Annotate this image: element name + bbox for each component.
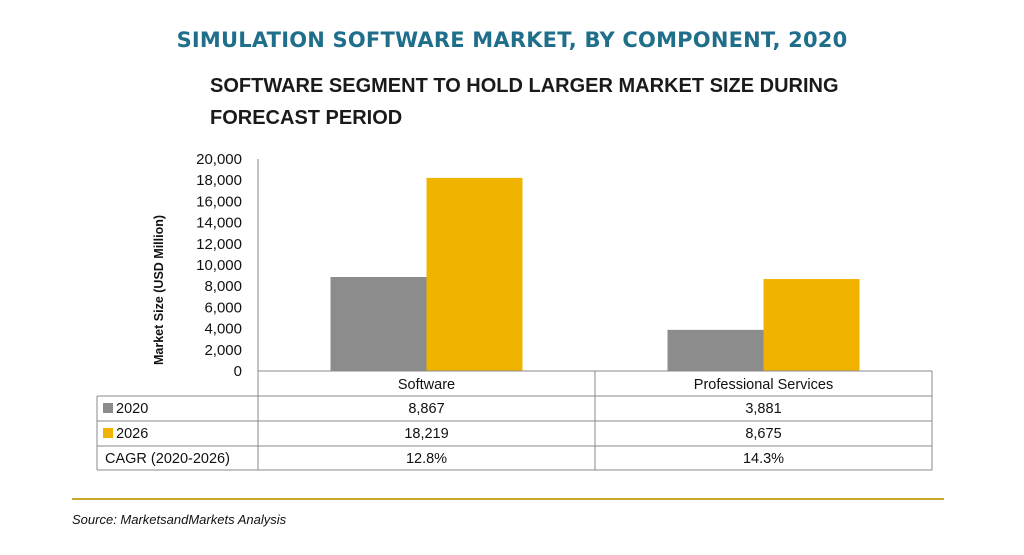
x-category-label: Software — [398, 377, 455, 393]
legend-swatch-2026 — [103, 428, 113, 438]
y-tick-label: 10,000 — [196, 257, 242, 274]
y-tick-label: 16,000 — [196, 193, 242, 210]
x-category-label: Professional Services — [694, 377, 833, 393]
y-tick-label: 12,000 — [196, 236, 242, 253]
chart-subtitle: SOFTWARE SEGMENT TO HOLD LARGER MARKET S… — [210, 75, 839, 129]
footer-rule — [72, 498, 944, 500]
bar-2020-0 — [330, 277, 427, 371]
chart-title: SIMULATION SOFTWARE MARKET, BY COMPONENT… — [176, 28, 848, 52]
y-tick-label: 14,000 — [196, 215, 242, 232]
source-note: Source: MarketsandMarkets Analysis — [72, 512, 287, 527]
y-tick-label: 18,000 — [196, 172, 242, 189]
legend-label: 2020 — [116, 401, 148, 417]
data-label: 18,219 — [404, 426, 448, 442]
data-label: 8,867 — [408, 401, 444, 417]
cagr-value: 12.8% — [406, 451, 447, 467]
y-tick-label: 2,000 — [204, 342, 242, 359]
cagr-value: 14.3% — [743, 451, 784, 467]
bar-2026-0 — [426, 177, 523, 371]
y-tick-label: 0 — [234, 363, 242, 380]
y-tick-label: 8,000 — [204, 278, 242, 295]
legend-label: 2026 — [116, 426, 148, 442]
cagr-row-label: CAGR (2020-2026) — [105, 451, 230, 467]
data-label: 8,675 — [745, 426, 781, 442]
data-label: 3,881 — [745, 401, 781, 417]
bar-2020-1 — [667, 329, 764, 371]
y-tick-label: 4,000 — [204, 321, 242, 338]
y-tick-label: 6,000 — [204, 299, 242, 316]
legend-swatch-2020 — [103, 403, 113, 413]
y-tick-label: 20,000 — [196, 151, 242, 168]
bar-2026-1 — [763, 279, 860, 371]
